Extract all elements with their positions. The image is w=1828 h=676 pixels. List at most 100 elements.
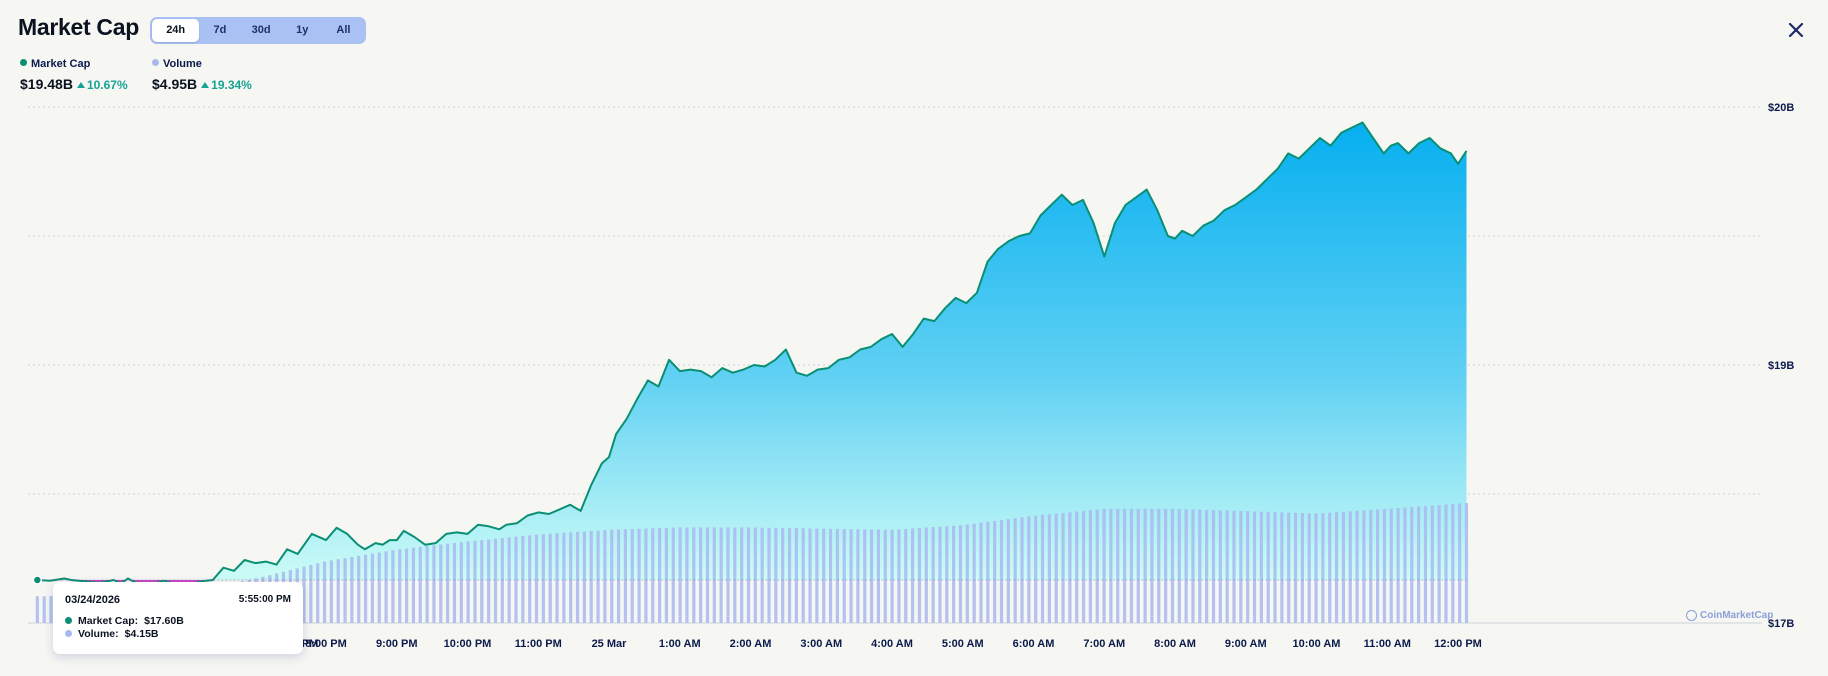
volume-bar: [1369, 509, 1373, 623]
market-cap-series: [32, 121, 1468, 588]
volume-bar: [835, 528, 839, 623]
volume-bar: [1307, 513, 1311, 623]
volume-bar: [952, 525, 956, 623]
volume-bar: [1109, 508, 1113, 623]
volume-bar: [35, 596, 39, 623]
volume-bar: [582, 531, 586, 623]
volume-bar: [439, 544, 443, 623]
x-tick-label: 5:00 AM: [942, 638, 984, 650]
tab-7d[interactable]: 7d: [213, 24, 227, 36]
volume-bar: [357, 555, 361, 623]
tab-24h[interactable]: 24h: [152, 19, 200, 42]
x-tick-label: 8:00 PM: [305, 638, 347, 650]
tab-30d[interactable]: 30d: [251, 24, 271, 36]
legend-market-cap-change: 10.67%: [86, 78, 128, 92]
volume-bar: [1287, 512, 1291, 623]
volume-bar: [487, 539, 491, 623]
time-range-tabs: 24h 7d 30d 1y All: [150, 17, 366, 44]
volume-bar: [1389, 508, 1393, 623]
volume-bar: [1122, 508, 1127, 623]
volume-bar: [1417, 506, 1421, 623]
volume-bar: [1225, 510, 1229, 623]
volume-bar: [1047, 514, 1051, 623]
volume-bar: [1232, 510, 1236, 623]
start-point: [32, 575, 43, 585]
volume-bar: [685, 527, 689, 623]
x-tick-label: 9:00 PM: [376, 638, 418, 650]
volume-bar: [897, 529, 901, 623]
volume-bar: [1095, 509, 1099, 623]
volume-bar: [480, 540, 484, 623]
volume-bar: [699, 527, 703, 623]
volume-bar: [1328, 512, 1332, 623]
volume-bar: [329, 560, 333, 623]
volume-bar: [541, 534, 545, 623]
arrow-up-icon: [201, 82, 210, 88]
volume-bar: [521, 535, 525, 623]
page-title: Market Cap: [18, 14, 139, 40]
volume-bar: [452, 542, 457, 623]
volume-bar: [507, 537, 511, 623]
volume-bar: [1198, 509, 1202, 623]
x-tick-label: 2:00 AM: [730, 638, 772, 650]
volume-bar: [596, 530, 600, 623]
volume-bar: [705, 527, 710, 623]
tooltip-volume-dot: [65, 630, 72, 637]
volume-bar: [733, 527, 737, 623]
volume-bar: [1293, 512, 1298, 623]
volume-bar: [1423, 506, 1428, 623]
volume-bar: [384, 551, 388, 623]
tooltip-market-cap-value: $17.60B: [144, 615, 184, 627]
x-tick-label: 10:00 PM: [444, 638, 492, 650]
volume-bar: [473, 540, 477, 623]
volume-bar: [1177, 508, 1181, 623]
volume-bar: [1239, 510, 1243, 623]
volume-bar: [753, 527, 757, 623]
volume-bar: [350, 556, 354, 623]
volume-bar: [876, 529, 881, 623]
volume-bar: [1054, 513, 1058, 623]
volume-bar: [869, 529, 874, 623]
close-button[interactable]: [1784, 18, 1808, 42]
volume-bar: [1334, 512, 1339, 623]
x-tick-label: 11:00 PM: [515, 638, 562, 650]
volume-bar: [904, 528, 908, 623]
volume-bar: [726, 527, 730, 623]
volume-bar: [1034, 515, 1038, 623]
tab-1y[interactable]: 1y: [296, 24, 309, 36]
volume-bar: [569, 532, 573, 623]
volume-bar: [446, 543, 450, 623]
legend-volume: Volume $4.95B 19.34%: [152, 58, 252, 92]
tooltip-volume-label: Volume:: [78, 628, 119, 640]
volume-bar: [1280, 512, 1284, 623]
volume-bar: [1410, 507, 1414, 623]
tab-all[interactable]: All: [336, 24, 351, 36]
volume-bar: [842, 529, 846, 623]
x-tick-label: 12:00 PM: [1434, 638, 1482, 650]
volume-bar: [767, 527, 771, 623]
volume-bar: [671, 527, 675, 623]
volume-bar: [1116, 508, 1120, 623]
volume-bar: [890, 529, 894, 623]
volume-bar: [404, 548, 409, 623]
volume-bar: [719, 527, 723, 623]
legend-market-cap-dot: [20, 59, 27, 66]
volume-bar: [637, 528, 641, 623]
volume-bar: [644, 528, 648, 623]
volume-bar: [459, 542, 463, 623]
volume-bar: [746, 527, 751, 623]
legend-volume-label: Volume: [163, 58, 202, 70]
coinmarketcap-logo-icon: [1686, 610, 1697, 621]
volume-bar: [1211, 510, 1216, 623]
volume-bar: [774, 527, 778, 623]
volume-bar: [965, 524, 969, 623]
volume-bar: [938, 526, 942, 623]
volume-bar: [1451, 504, 1455, 623]
x-tick-label: 9:00 AM: [1225, 638, 1267, 650]
x-tick-label: 10:00 AM: [1293, 638, 1341, 650]
volume-bar: [589, 530, 593, 623]
volume-bar: [343, 558, 347, 623]
volume-bar: [562, 532, 566, 623]
